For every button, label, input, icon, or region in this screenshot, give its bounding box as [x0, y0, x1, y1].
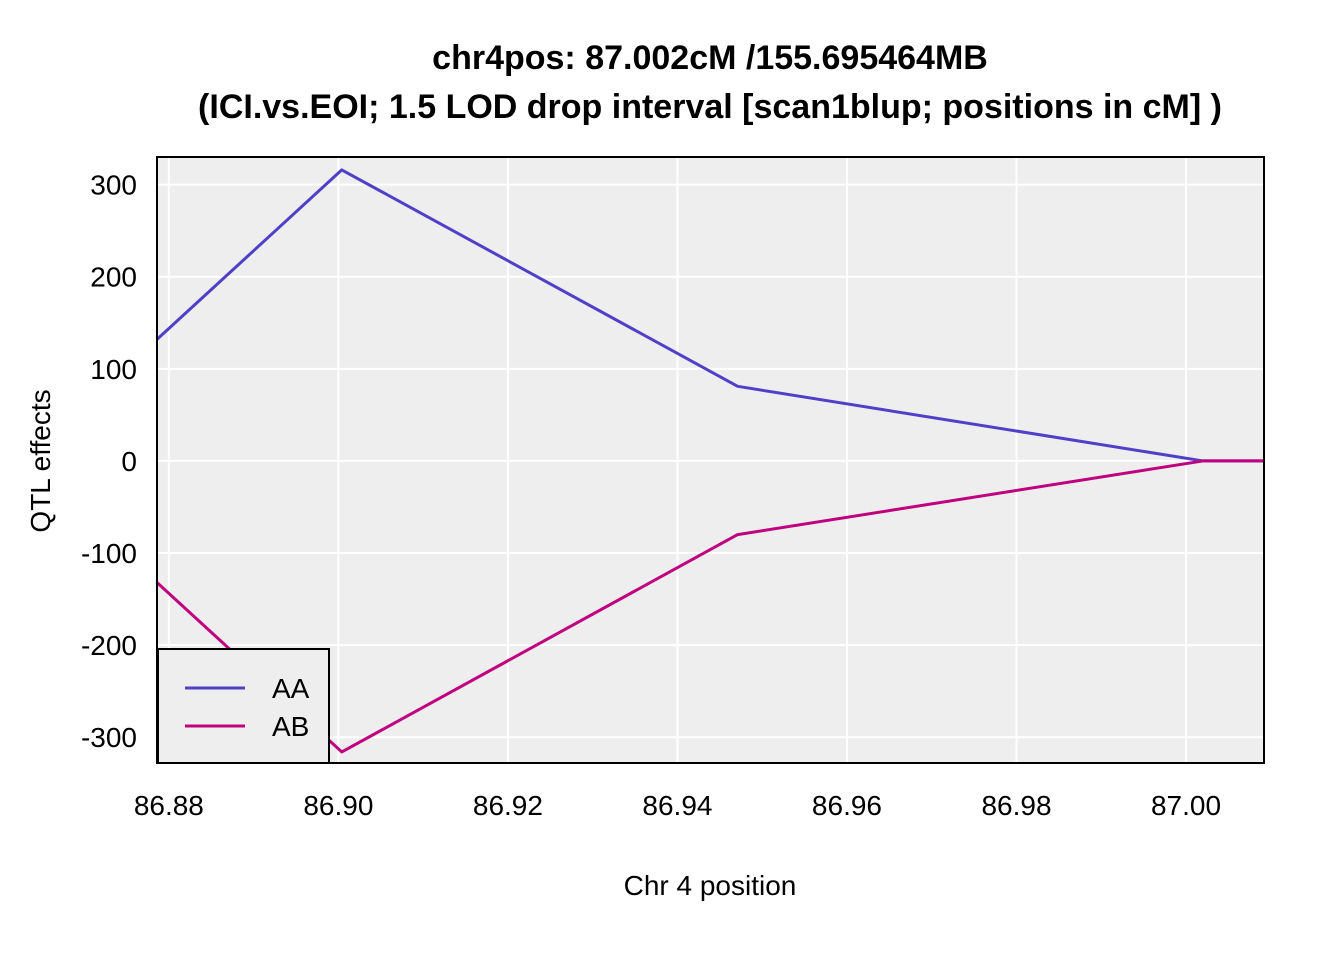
x-axis: 86.88 86.90 86.92 86.94 86.96 86.98 87.00 — [134, 790, 1221, 821]
x-tick-label: 87.00 — [1151, 790, 1221, 821]
plot-border — [156, 156, 1265, 764]
x-tick-label: 86.92 — [473, 790, 543, 821]
legend: AA AB — [157, 648, 330, 764]
y-axis: -300 -200 -100 0 100 200 300 — [81, 170, 137, 754]
legend-label-aa: AA — [272, 673, 310, 704]
y-tick-label: -100 — [81, 538, 137, 569]
x-axis-label: Chr 4 position — [624, 870, 797, 901]
x-tick-label: 86.90 — [303, 790, 373, 821]
chart-title-line-1: chr4pos: 87.002cM /155.695464MB — [432, 39, 988, 77]
grid-lines — [157, 157, 1264, 763]
y-tick-label: 200 — [90, 262, 137, 293]
y-tick-label: 300 — [90, 170, 137, 201]
y-tick-label: -300 — [81, 722, 137, 753]
x-tick-label: 86.98 — [981, 790, 1051, 821]
x-tick-label: 86.94 — [642, 790, 712, 821]
x-tick-label: 86.88 — [134, 790, 204, 821]
legend-box — [157, 648, 330, 764]
y-tick-label: 0 — [121, 446, 137, 477]
y-axis-label: QTL effects — [25, 389, 56, 532]
x-tick-label: 86.96 — [812, 790, 882, 821]
chart-title-line-2: (ICI.vs.EOI; 1.5 LOD drop interval [scan… — [198, 88, 1222, 126]
y-tick-label: 100 — [90, 354, 137, 385]
y-tick-label: -200 — [81, 630, 137, 661]
legend-label-ab: AB — [272, 711, 309, 742]
